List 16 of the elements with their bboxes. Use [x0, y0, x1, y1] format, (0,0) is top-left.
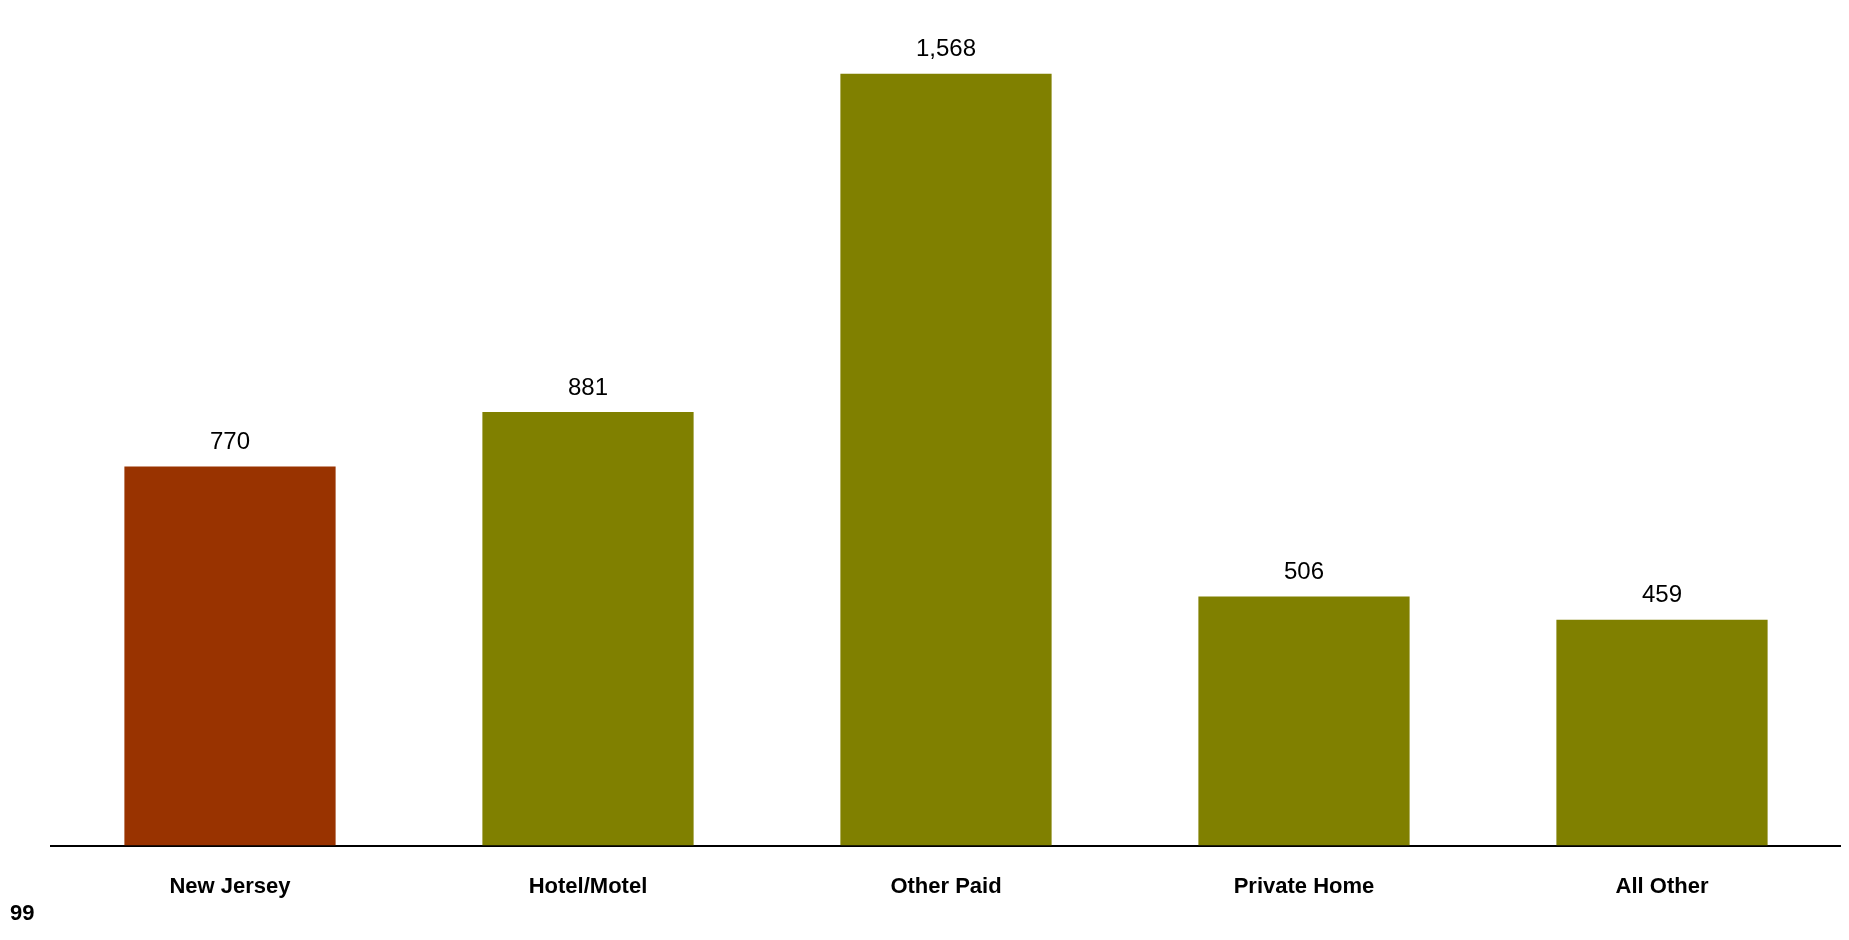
- data-label: 1,568: [915, 34, 977, 62]
- x-tick-label: Private Home: [1233, 872, 1375, 898]
- bar: [482, 411, 694, 846]
- x-tick-label: All Other: [1615, 872, 1709, 898]
- bar: [1556, 619, 1768, 846]
- data-label: 881: [567, 372, 609, 400]
- data-label: 770: [209, 427, 251, 455]
- text: 99: [10, 900, 35, 926]
- x-tick-label: Hotel/Motel: [528, 872, 648, 898]
- bar: [840, 73, 1052, 846]
- x-tick-label: New Jersey: [169, 872, 292, 898]
- data-label: 506: [1283, 557, 1325, 585]
- x-tick-label: Other Paid: [890, 872, 1002, 898]
- bar: [124, 466, 336, 846]
- bar: [1198, 596, 1410, 846]
- data-label: 459: [1641, 580, 1683, 608]
